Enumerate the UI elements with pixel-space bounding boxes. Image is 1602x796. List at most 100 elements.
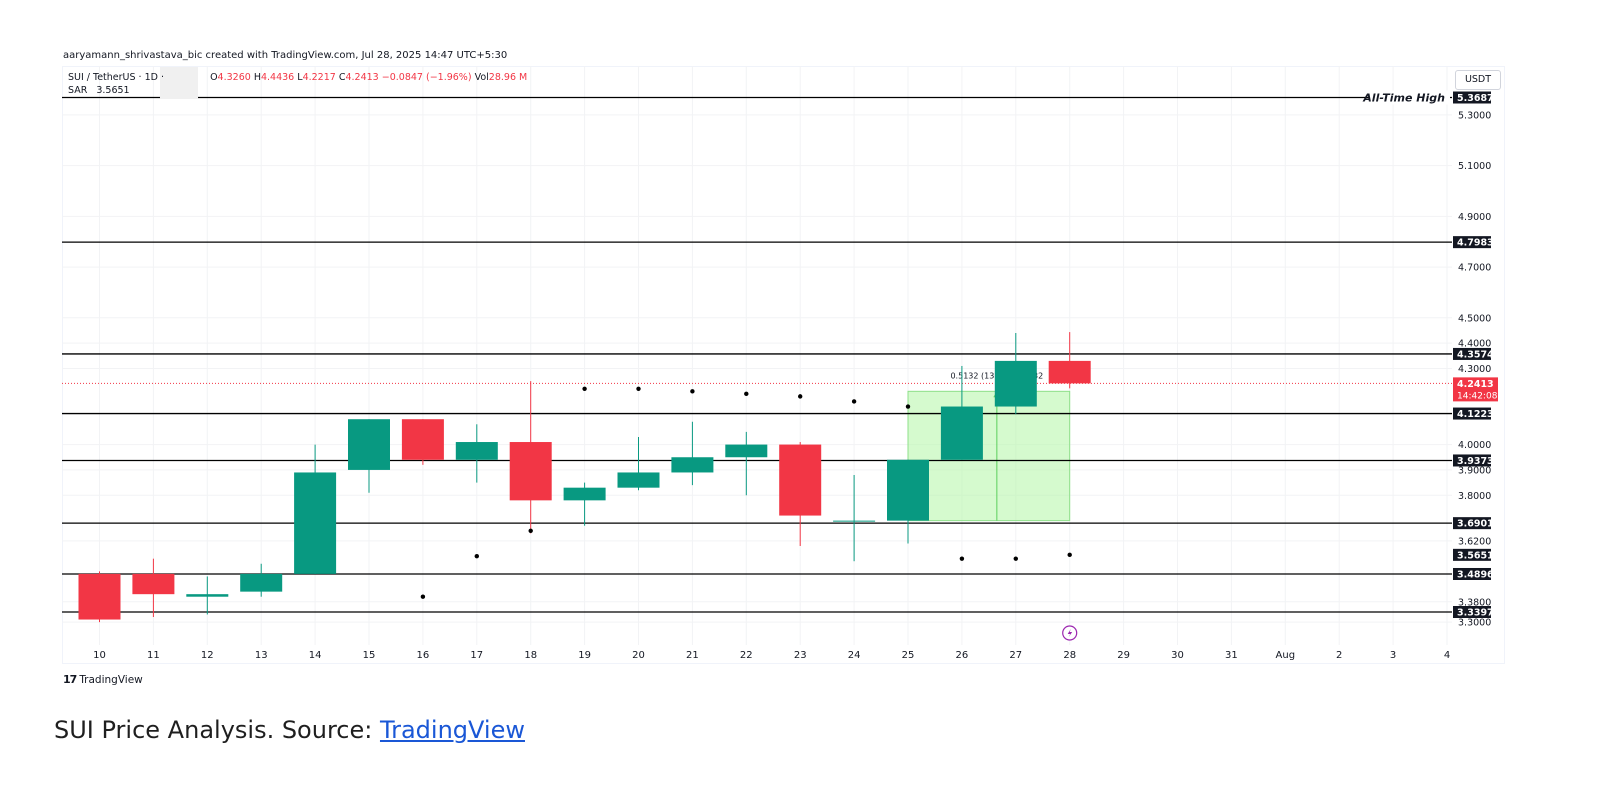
y-tick-label: 5.3000: [1458, 110, 1491, 121]
sar-dot: [959, 556, 965, 561]
candle-body: [1048, 360, 1091, 384]
x-tick-label: 26: [956, 650, 969, 661]
x-tick-label: 18: [524, 650, 537, 661]
y-tick-label: 3.3000: [1458, 618, 1491, 629]
candle-body: [725, 444, 768, 458]
level-price-tag-label: 3.9373: [1457, 456, 1494, 467]
symbol-label[interactable]: SUI / TetherUS · 1D ·: [68, 72, 164, 83]
x-tick-label: 29: [1117, 650, 1130, 661]
x-tick-label: 12: [201, 650, 214, 661]
currency-button[interactable]: USDT: [1455, 70, 1501, 90]
x-tick-label: 27: [1009, 650, 1022, 661]
sar-dot: [636, 386, 641, 391]
x-tick-label: 15: [363, 650, 376, 661]
high-value: 4.4436: [260, 72, 295, 83]
open-value: 4.3260: [217, 72, 251, 83]
level-price-tag-label: 4.7983: [1457, 238, 1494, 249]
sar-dot: [905, 404, 911, 409]
ath-label: All-Time High: [1362, 92, 1445, 105]
candle-body: [994, 360, 1037, 407]
candle-body: [294, 472, 337, 574]
y-tick-label: 3.8000: [1458, 491, 1491, 502]
sar-price-tag: [1453, 548, 1491, 561]
current-price-countdown: 14:42:08: [1457, 391, 1498, 401]
x-tick-label: 17: [470, 650, 483, 661]
indicator-name: SAR: [68, 85, 88, 96]
x-tick-label: 13: [255, 650, 268, 661]
y-tick-label: 4.7000: [1458, 263, 1491, 274]
candle-layer: [78, 332, 1091, 623]
candle-body: [348, 419, 390, 470]
level-price-tag: [1453, 91, 1491, 104]
level-layer: All-Time High: [62, 90, 1452, 613]
indicator-legend[interactable]: SAR 3.5651: [68, 85, 130, 96]
candle-body: [563, 487, 606, 501]
x-tick-label: 14: [309, 650, 322, 661]
sar-dot: [528, 528, 533, 533]
sar-price-tag-label: 3.5651: [1457, 550, 1494, 561]
high-label: H: [253, 72, 261, 83]
level-price-tag-label: 3.4896: [1457, 569, 1494, 580]
x-tick-label: 11: [147, 650, 160, 661]
tradingview-watermark: 17 TradingView: [63, 673, 143, 686]
level-price-tag: [1453, 407, 1491, 420]
candle-body: [779, 444, 822, 516]
x-tick-label: 10: [93, 650, 106, 661]
candle-body: [401, 419, 444, 460]
x-tick-label: 23: [794, 650, 807, 661]
level-price-tag: [1453, 347, 1491, 360]
x-tick-label: 16: [417, 650, 430, 661]
x-tick-label: 2: [1336, 650, 1342, 661]
volume-value: 28.96 M: [488, 72, 528, 83]
y-tick-label: 4.9000: [1458, 212, 1491, 223]
sar-dot: [1013, 556, 1018, 561]
level-price-tag-label: 4.3574: [1457, 349, 1494, 360]
level-price-tag: [1453, 567, 1491, 580]
level-price-tag-label: 3.6901: [1457, 519, 1494, 530]
sar-dot: [1067, 552, 1072, 558]
lightning-bolt: [1067, 629, 1073, 637]
y-tick-label: 3.9000: [1458, 465, 1491, 476]
x-tick-label: 4: [1444, 650, 1450, 661]
change-value: −0.0847 (−1.96%): [381, 72, 472, 83]
tradingview-watermark-text: TradingView: [79, 674, 143, 686]
axis-layer: 10 11 12 13 14 15 16 17 18 19 20 21 22 23 24 25 26 27 28 29…: [93, 110, 1491, 661]
chart-frame: [62, 66, 1505, 664]
sar-dot: [744, 391, 749, 397]
level-price-tag: [1453, 454, 1491, 467]
sar-dot: [690, 389, 695, 394]
y-tick-label: 4.5000: [1458, 313, 1491, 324]
x-tick-label: 31: [1225, 650, 1238, 661]
measure-range-box: [907, 390, 1071, 522]
level-price-tag: [1453, 236, 1491, 249]
figure-caption: SUI Price Analysis. Source: TradingView: [54, 716, 525, 744]
candle-body: [240, 573, 283, 592]
x-tick-label: 25: [902, 650, 915, 661]
candle-body: [132, 573, 175, 595]
y-tick-label: 4.0000: [1458, 440, 1491, 451]
indicator-value: 3.5651: [96, 85, 130, 96]
sar-dot: [474, 553, 479, 559]
y-tick-label: 3.6200: [1458, 536, 1491, 547]
grid-layer: [62, 66, 1452, 645]
sar-dot: [582, 386, 587, 391]
candle-body: [940, 406, 983, 460]
volume-label: Vol: [474, 72, 489, 83]
x-tick-label: 22: [740, 650, 753, 661]
y-tick-label: 3.3800: [1458, 597, 1491, 608]
caption-source-link[interactable]: TradingView: [379, 716, 525, 744]
x-tick-label: 3: [1390, 650, 1396, 661]
x-tick-label: 20: [632, 650, 645, 661]
y-tick-label: 4.3000: [1458, 364, 1491, 375]
level-price-tag: [1453, 606, 1491, 618]
tradingview-logo-icon: 17: [63, 673, 77, 686]
low-label: L: [297, 72, 303, 83]
candle-body: [887, 459, 929, 521]
y-tick-label: 4.4000: [1458, 339, 1491, 350]
low-value: 4.2217: [302, 72, 336, 83]
x-tick-label: 24: [848, 650, 861, 661]
chart-credit: aaryamann_shrivastava_bic created with T…: [63, 50, 508, 61]
tag-layer: 5.3687 4.7983 4.3574 4.1223 3.9373 3.6901 3.48…: [1453, 91, 1498, 619]
candle-body: [671, 457, 714, 473]
